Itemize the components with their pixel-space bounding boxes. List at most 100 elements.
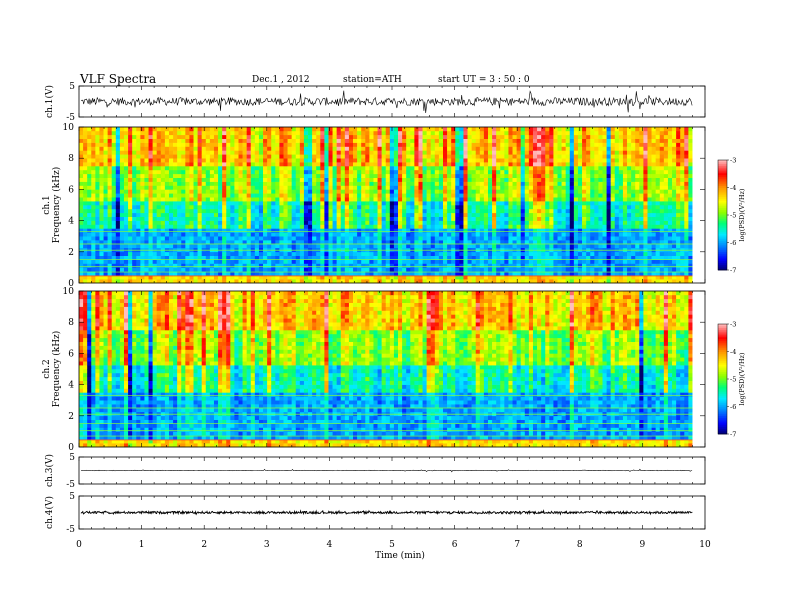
ch1s-cell xyxy=(369,131,373,135)
ch1s-cell xyxy=(566,178,570,182)
ch1s-cell xyxy=(104,209,108,213)
ch1s-cell xyxy=(271,186,275,190)
ch1s-cell xyxy=(553,221,557,225)
ch1s-cell xyxy=(320,193,324,197)
ch1s-cell xyxy=(259,201,263,205)
ch1s-cell xyxy=(292,170,296,174)
ch1s-cell xyxy=(222,186,226,190)
ch1s-cell xyxy=(558,260,562,264)
ch1s-cell xyxy=(513,236,517,240)
ch1s-cell xyxy=(91,260,95,264)
ch1s-cell xyxy=(214,135,218,139)
ch1s-cell xyxy=(153,221,157,225)
ch1s-cell xyxy=(545,225,549,229)
ch1s-cell xyxy=(435,252,439,256)
ch1s-cell xyxy=(549,127,553,131)
ch1s-cell xyxy=(353,252,357,256)
ch1s-cell xyxy=(279,178,283,182)
ch1s-cell xyxy=(484,182,488,186)
ch1s-cell xyxy=(165,150,169,154)
ch1s-cell xyxy=(517,170,521,174)
ch1s-cell xyxy=(320,135,324,139)
ch1s-cell xyxy=(373,209,377,213)
ch1s-cell xyxy=(545,193,549,197)
ch1s-cell xyxy=(443,217,447,221)
ch1s-cell xyxy=(447,127,451,131)
ch1s-cell xyxy=(210,260,214,264)
ch1s-cell xyxy=(91,127,95,131)
ch1s-cell xyxy=(570,232,574,236)
ch1s-cell xyxy=(398,166,402,170)
ch1s-cell xyxy=(386,217,390,221)
ch1s-cell xyxy=(345,221,349,225)
ch1s-cell xyxy=(324,260,328,264)
ch1s-cell xyxy=(443,213,447,217)
ch1s-cell xyxy=(181,244,185,248)
ch1s-cell xyxy=(476,182,480,186)
ch1s-cell xyxy=(517,182,521,186)
ch1s-cell xyxy=(558,217,562,221)
ch1s-cell xyxy=(533,201,537,205)
ch1s-cell xyxy=(206,189,210,193)
ch1s-cell xyxy=(255,252,259,256)
ch1s-cell xyxy=(251,193,255,197)
ch1s-cell xyxy=(292,158,296,162)
ch1s-cell xyxy=(83,127,87,131)
ch1s-cell xyxy=(447,135,451,139)
ch1s-cell xyxy=(120,150,124,154)
ch1s-cell xyxy=(468,232,472,236)
ch1s-cell xyxy=(488,267,492,271)
ch1s-cell xyxy=(173,166,177,170)
ch1s-cell xyxy=(558,127,562,131)
ch1s-cell xyxy=(263,131,267,135)
ch1s-cell xyxy=(132,264,136,268)
ch1s-cell xyxy=(234,182,238,186)
ch1s-cell xyxy=(214,174,218,178)
ch1s-cell xyxy=(492,252,496,256)
ch1s-cell xyxy=(104,147,108,151)
ch1s-cell xyxy=(144,182,148,186)
ch1s-cell xyxy=(279,193,283,197)
ch1s-cell xyxy=(189,236,193,240)
ch1s-cell xyxy=(500,221,504,225)
ch1s-cell xyxy=(177,225,181,229)
ch1s-cell xyxy=(222,143,226,147)
ch1s-cell xyxy=(443,267,447,271)
ch1s-cell xyxy=(480,252,484,256)
ch1s-cell xyxy=(418,209,422,213)
ch1s-cell xyxy=(533,147,537,151)
ch1s-cell xyxy=(136,158,140,162)
ch1s-cell xyxy=(521,135,525,139)
ch1s-cell xyxy=(427,217,431,221)
ch1s-cell xyxy=(447,209,451,213)
ch1s-cell xyxy=(443,252,447,256)
ch1s-cell xyxy=(447,174,451,178)
ch1s-cell xyxy=(500,267,504,271)
ch1s-cell xyxy=(476,150,480,154)
ch1s-cell xyxy=(120,139,124,143)
ch1s-cell xyxy=(521,267,525,271)
ch1s-cell xyxy=(136,186,140,190)
ch1s-cell xyxy=(136,217,140,221)
ch1s-cell xyxy=(455,135,459,139)
ch1s-cell xyxy=(365,209,369,213)
ch1s-cell xyxy=(108,197,112,201)
ch1s-cell xyxy=(108,189,112,193)
ch1s-cell xyxy=(443,209,447,213)
ch1s-cell xyxy=(333,217,337,221)
ch1s-cell xyxy=(112,143,116,147)
ch1s-cell xyxy=(398,158,402,162)
ch1s-cell xyxy=(181,209,185,213)
ch1s-cell xyxy=(390,244,394,248)
ch1s-cell xyxy=(194,252,198,256)
ch1s-cell xyxy=(463,150,467,154)
ch1s-cell xyxy=(394,260,398,264)
ch1s-cell xyxy=(390,158,394,162)
ch1s-cell xyxy=(124,197,128,201)
ch1s-cell xyxy=(292,162,296,166)
ch1s-cell xyxy=(414,209,418,213)
ch1s-cell xyxy=(574,150,578,154)
ch1s-cell xyxy=(300,217,304,221)
ch1s-cell xyxy=(431,267,435,271)
ch1s-cell xyxy=(239,174,243,178)
